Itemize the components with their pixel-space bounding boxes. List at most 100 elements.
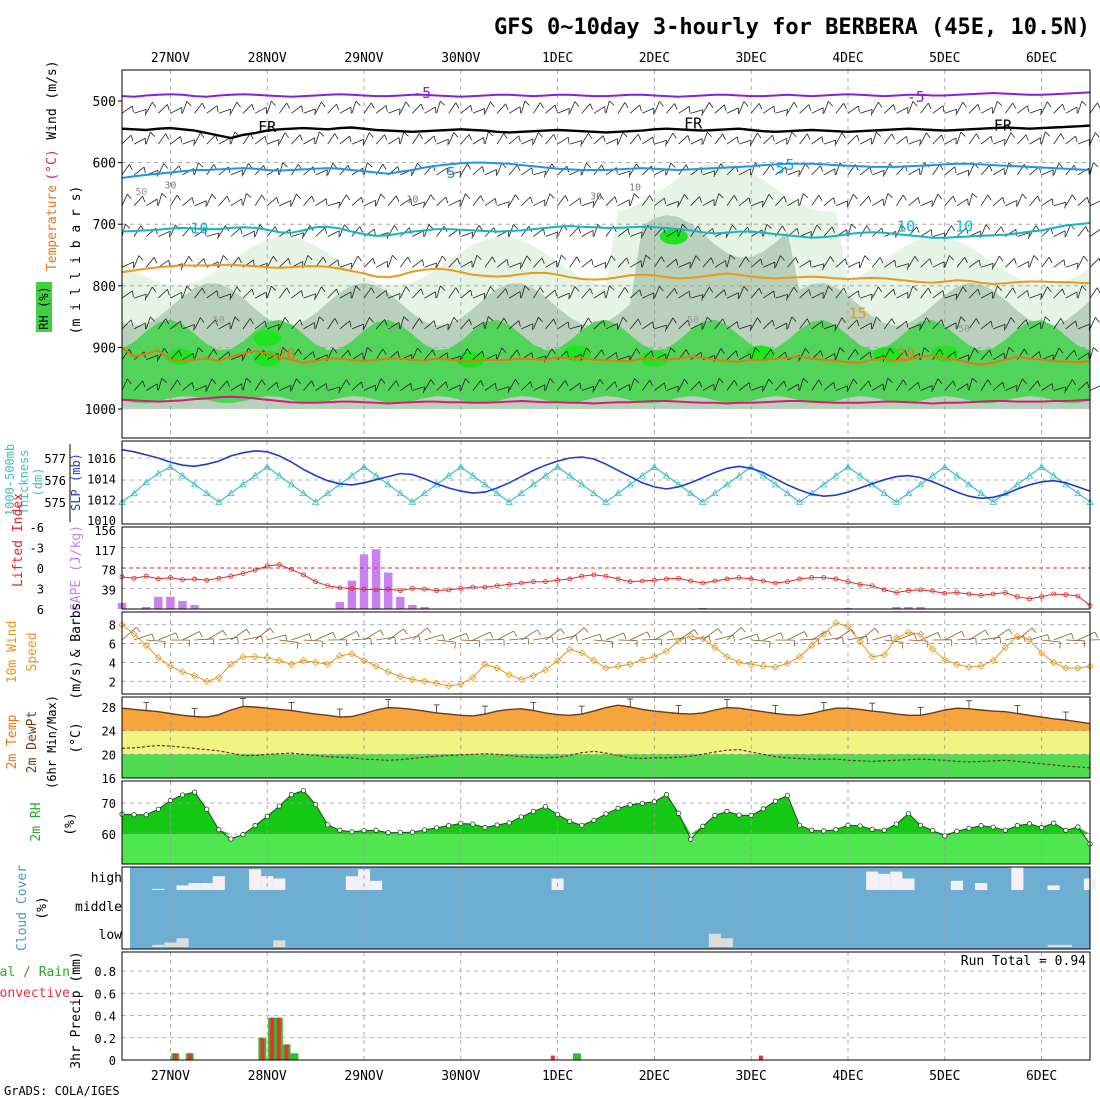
- wind-barb-flag: [532, 138, 534, 146]
- wind-barb-shaft: [206, 232, 220, 237]
- cloud-high-bar: [866, 871, 879, 890]
- wind-barb: [811, 321, 824, 330]
- wind-barb: [835, 200, 849, 208]
- rh2m-point: [1075, 824, 1081, 830]
- rh2m-point: [917, 822, 924, 828]
- wind-barb: [823, 101, 833, 114]
- thickness-axis-label: 1000-500mb: [3, 444, 17, 516]
- cloud-level-label: high: [91, 871, 122, 886]
- wind-barb: [351, 381, 364, 391]
- cloud-high-bar: [188, 883, 201, 890]
- wind-barb-flag: [236, 101, 241, 108]
- wind-barb: [859, 195, 872, 206]
- wind-barb: [641, 195, 654, 206]
- top-date-label: 6DEC: [1026, 51, 1057, 66]
- lifted-index-point: [543, 579, 548, 585]
- lifted-tick: 3: [37, 583, 44, 597]
- wind-barb: [980, 379, 992, 391]
- wind-barb: [424, 194, 435, 206]
- wind-barb-flag: [833, 382, 836, 389]
- wind-barb-shaft: [242, 230, 255, 237]
- lifted-index-point: [325, 583, 331, 589]
- surface-wind-barb-flag: [466, 633, 470, 640]
- wind-barb: [835, 385, 849, 393]
- surface-wind-barb-flag: [503, 639, 505, 646]
- wind-barb-shaft: [436, 167, 448, 176]
- wind-barb-flag: [1027, 105, 1030, 112]
- wind-barb-shaft: [508, 379, 516, 391]
- wind-barb-shaft: [472, 292, 485, 299]
- thickness-point: [178, 471, 187, 479]
- wind-barb: [508, 164, 521, 176]
- contour-label: 15: [849, 304, 867, 322]
- wind-barb-shaft: [1029, 380, 1038, 391]
- wind-barb: [1017, 290, 1030, 299]
- wind-barb-shaft: [1065, 320, 1076, 330]
- cloud-level-label: middle: [75, 900, 122, 915]
- wind-barb-flag: [891, 133, 896, 140]
- wind-barb-flag: [798, 199, 800, 206]
- wind-barb-shaft: [617, 287, 626, 299]
- wind-barb: [823, 285, 833, 299]
- lifted-index-point: [664, 576, 669, 582]
- wind-barb-shaft: [303, 322, 315, 330]
- wind-barb-shaft: [605, 255, 612, 268]
- surface-wind-barb-shaft: [1077, 631, 1096, 641]
- wind-barb-shaft: [690, 381, 700, 391]
- wind-barb-shaft: [182, 139, 195, 145]
- wind-barb-shaft: [859, 293, 873, 299]
- wind-barb-shaft: [581, 162, 587, 176]
- wind10-point: [711, 643, 719, 651]
- surface-wind-barb: [1041, 639, 1061, 649]
- wind-barb-shaft: [194, 385, 207, 391]
- wind-barb: [279, 384, 292, 392]
- wind-barb: [908, 168, 921, 176]
- wind-barb-flag: [830, 256, 835, 262]
- wind-barb-shaft: [1089, 102, 1098, 114]
- surface-wind-barb-shaft: [194, 638, 214, 641]
- wind-barb-flag: [1058, 347, 1064, 354]
- wind-barb: [920, 317, 931, 330]
- wind-barb: [291, 290, 304, 299]
- wind-barb-flag: [488, 131, 494, 137]
- thickness-unit-label: (dm): [31, 468, 45, 497]
- wind-barb-shaft: [751, 385, 764, 391]
- surface-wind-barb-flag: [732, 635, 736, 642]
- wind-barb-shaft: [412, 288, 422, 299]
- wind-barb-flag: [544, 384, 546, 392]
- wind-barb-shaft: [496, 162, 503, 176]
- wind-barb-shaft: [279, 258, 289, 268]
- wind-barb-flag: [917, 197, 921, 204]
- wind-barb-shaft: [121, 134, 132, 145]
- wind-barb: [375, 348, 387, 360]
- wind-barb: [1041, 286, 1052, 299]
- wind-barb: [993, 323, 1006, 331]
- wind-barb-flag: [216, 290, 219, 297]
- wind-barb: [194, 229, 207, 237]
- wind-barb-flag: [839, 347, 845, 353]
- wind-barb: [436, 167, 449, 176]
- surface-wind-barb-shaft: [267, 634, 286, 641]
- surface-wind-barb-shaft: [751, 639, 771, 642]
- wind-barb-shaft: [605, 285, 610, 299]
- wind-barb-shaft: [714, 348, 722, 360]
- lifted-index-point: [748, 576, 754, 582]
- wind-barb: [980, 106, 993, 114]
- wind-barb-shaft: [847, 134, 858, 145]
- wind-barb: [387, 137, 400, 145]
- wind-barb-shaft: [242, 133, 251, 145]
- wind-barb-flag: [132, 261, 134, 269]
- wind-barb-flag: [689, 262, 691, 269]
- wind-barb-shaft: [460, 348, 468, 360]
- wind-barb-flag: [616, 138, 618, 146]
- wind-barb: [775, 196, 787, 206]
- wind-barb-flag: [191, 197, 195, 204]
- surface-wind-barb-flag: [636, 640, 638, 647]
- rh2m-point: [603, 811, 609, 817]
- rh2m-point: [179, 792, 186, 798]
- wind-barb: [145, 316, 156, 330]
- wind-barb: [968, 288, 981, 299]
- wind-barb-flag: [457, 258, 461, 265]
- wind-barb: [859, 225, 871, 237]
- wind-barb-shaft: [872, 169, 885, 176]
